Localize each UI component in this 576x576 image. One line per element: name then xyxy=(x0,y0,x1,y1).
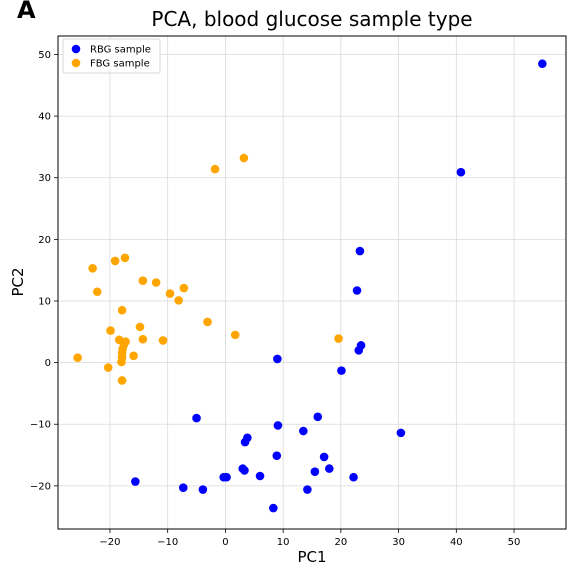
x-tick-label: 40 xyxy=(450,537,463,548)
y-tick-label: 10 xyxy=(38,296,51,307)
fbg-sample-point xyxy=(110,256,120,266)
rbg-sample-point xyxy=(198,485,208,494)
chart-title: PCA, blood glucose sample type xyxy=(151,7,472,31)
rbg-sample-point xyxy=(355,246,365,256)
data-points xyxy=(73,59,547,513)
legend-box xyxy=(62,38,161,74)
x-axis-label: PC1 xyxy=(297,548,326,566)
fbg-sample-point xyxy=(174,296,183,305)
x-tick-label: 20 xyxy=(334,537,347,548)
fbg-sample-point xyxy=(88,264,97,273)
legend-label: RBG sample xyxy=(90,45,151,56)
rbg-sample-point xyxy=(192,413,201,423)
y-tick-label: −10 xyxy=(30,420,51,431)
rbg-sample-point xyxy=(240,437,250,447)
rbg-sample-point xyxy=(222,472,231,482)
fbg-sample-point xyxy=(334,334,343,343)
legend-marker xyxy=(71,44,81,54)
fbg-sample-point xyxy=(106,326,115,335)
rbg-sample-point xyxy=(337,366,346,375)
fbg-sample-point xyxy=(129,351,138,361)
fbg-sample-point xyxy=(203,317,212,327)
rbg-sample-point xyxy=(269,503,278,513)
fbg-sample-point xyxy=(135,322,145,332)
rbg-sample-point xyxy=(273,421,283,430)
rbg-sample-point xyxy=(273,354,282,364)
rbg-sample-point xyxy=(325,464,334,473)
plot-frame xyxy=(57,35,567,530)
y-axis-ticks: −20 −10 0 10 20 30 40 50 xyxy=(30,50,58,492)
rbg-sample-point xyxy=(456,167,466,177)
fbg-sample-point xyxy=(92,287,102,297)
y-axis-label: PC2 xyxy=(9,267,27,296)
rbg-sample-point xyxy=(272,451,282,460)
fbg-sample-point xyxy=(239,153,249,163)
rbg-sample-point xyxy=(240,466,249,475)
legend-marker xyxy=(71,58,81,68)
rbg-sample-point xyxy=(299,426,308,436)
grid xyxy=(58,36,566,529)
x-tick-label: −20 xyxy=(99,537,120,548)
fbg-sample-point xyxy=(165,289,175,298)
rbg-sample-point xyxy=(352,286,362,295)
fbg-sample-point xyxy=(179,283,189,293)
x-tick-label: −10 xyxy=(157,537,178,548)
fbg-sample-point xyxy=(120,253,130,263)
y-tick-label: 0 xyxy=(45,358,51,369)
y-tick-label: 50 xyxy=(38,50,51,61)
fbg-sample-point xyxy=(138,334,148,344)
fbg-sample-point xyxy=(117,376,127,385)
rbg-sample-point xyxy=(319,452,329,462)
fbg-sample-point xyxy=(158,336,168,345)
x-tick-label: 10 xyxy=(277,537,290,548)
legend: RBG sample FBG sample xyxy=(62,38,161,74)
rbg-sample-point xyxy=(313,412,323,422)
y-tick-label: −20 xyxy=(30,481,51,492)
rbg-sample-point xyxy=(303,485,312,494)
fbg-sample-point xyxy=(117,305,127,315)
rbg-sample-point xyxy=(255,471,265,481)
fbg-sample-point xyxy=(230,330,240,340)
rbg-sample-point xyxy=(349,472,358,482)
rbg-sample-point xyxy=(131,477,140,486)
fbg-sample-point xyxy=(73,353,82,362)
rbg-sample-point xyxy=(538,59,547,69)
y-tick-label: 20 xyxy=(38,235,51,246)
x-tick-label: 30 xyxy=(392,537,405,548)
x-tick-label: 0 xyxy=(222,537,228,548)
fbg-sample-point xyxy=(138,276,148,285)
fbg-sample-point xyxy=(117,357,126,367)
rbg-sample-point xyxy=(354,345,364,355)
fbg-sample-point xyxy=(210,164,220,174)
rbg-sample-point xyxy=(310,467,320,476)
legend-label: FBG sample xyxy=(90,59,150,70)
x-axis-ticks: −20 −10 0 10 20 30 40 50 xyxy=(99,529,520,548)
x-tick-label: 50 xyxy=(508,537,521,548)
rbg-sample-point xyxy=(178,483,188,493)
fbg-sample-point xyxy=(151,278,161,287)
y-tick-label: 40 xyxy=(38,112,51,123)
panel-letter: A xyxy=(17,0,36,24)
rbg-sample-point xyxy=(396,428,406,438)
fbg-sample-point xyxy=(103,363,113,372)
y-tick-label: 30 xyxy=(38,173,51,184)
